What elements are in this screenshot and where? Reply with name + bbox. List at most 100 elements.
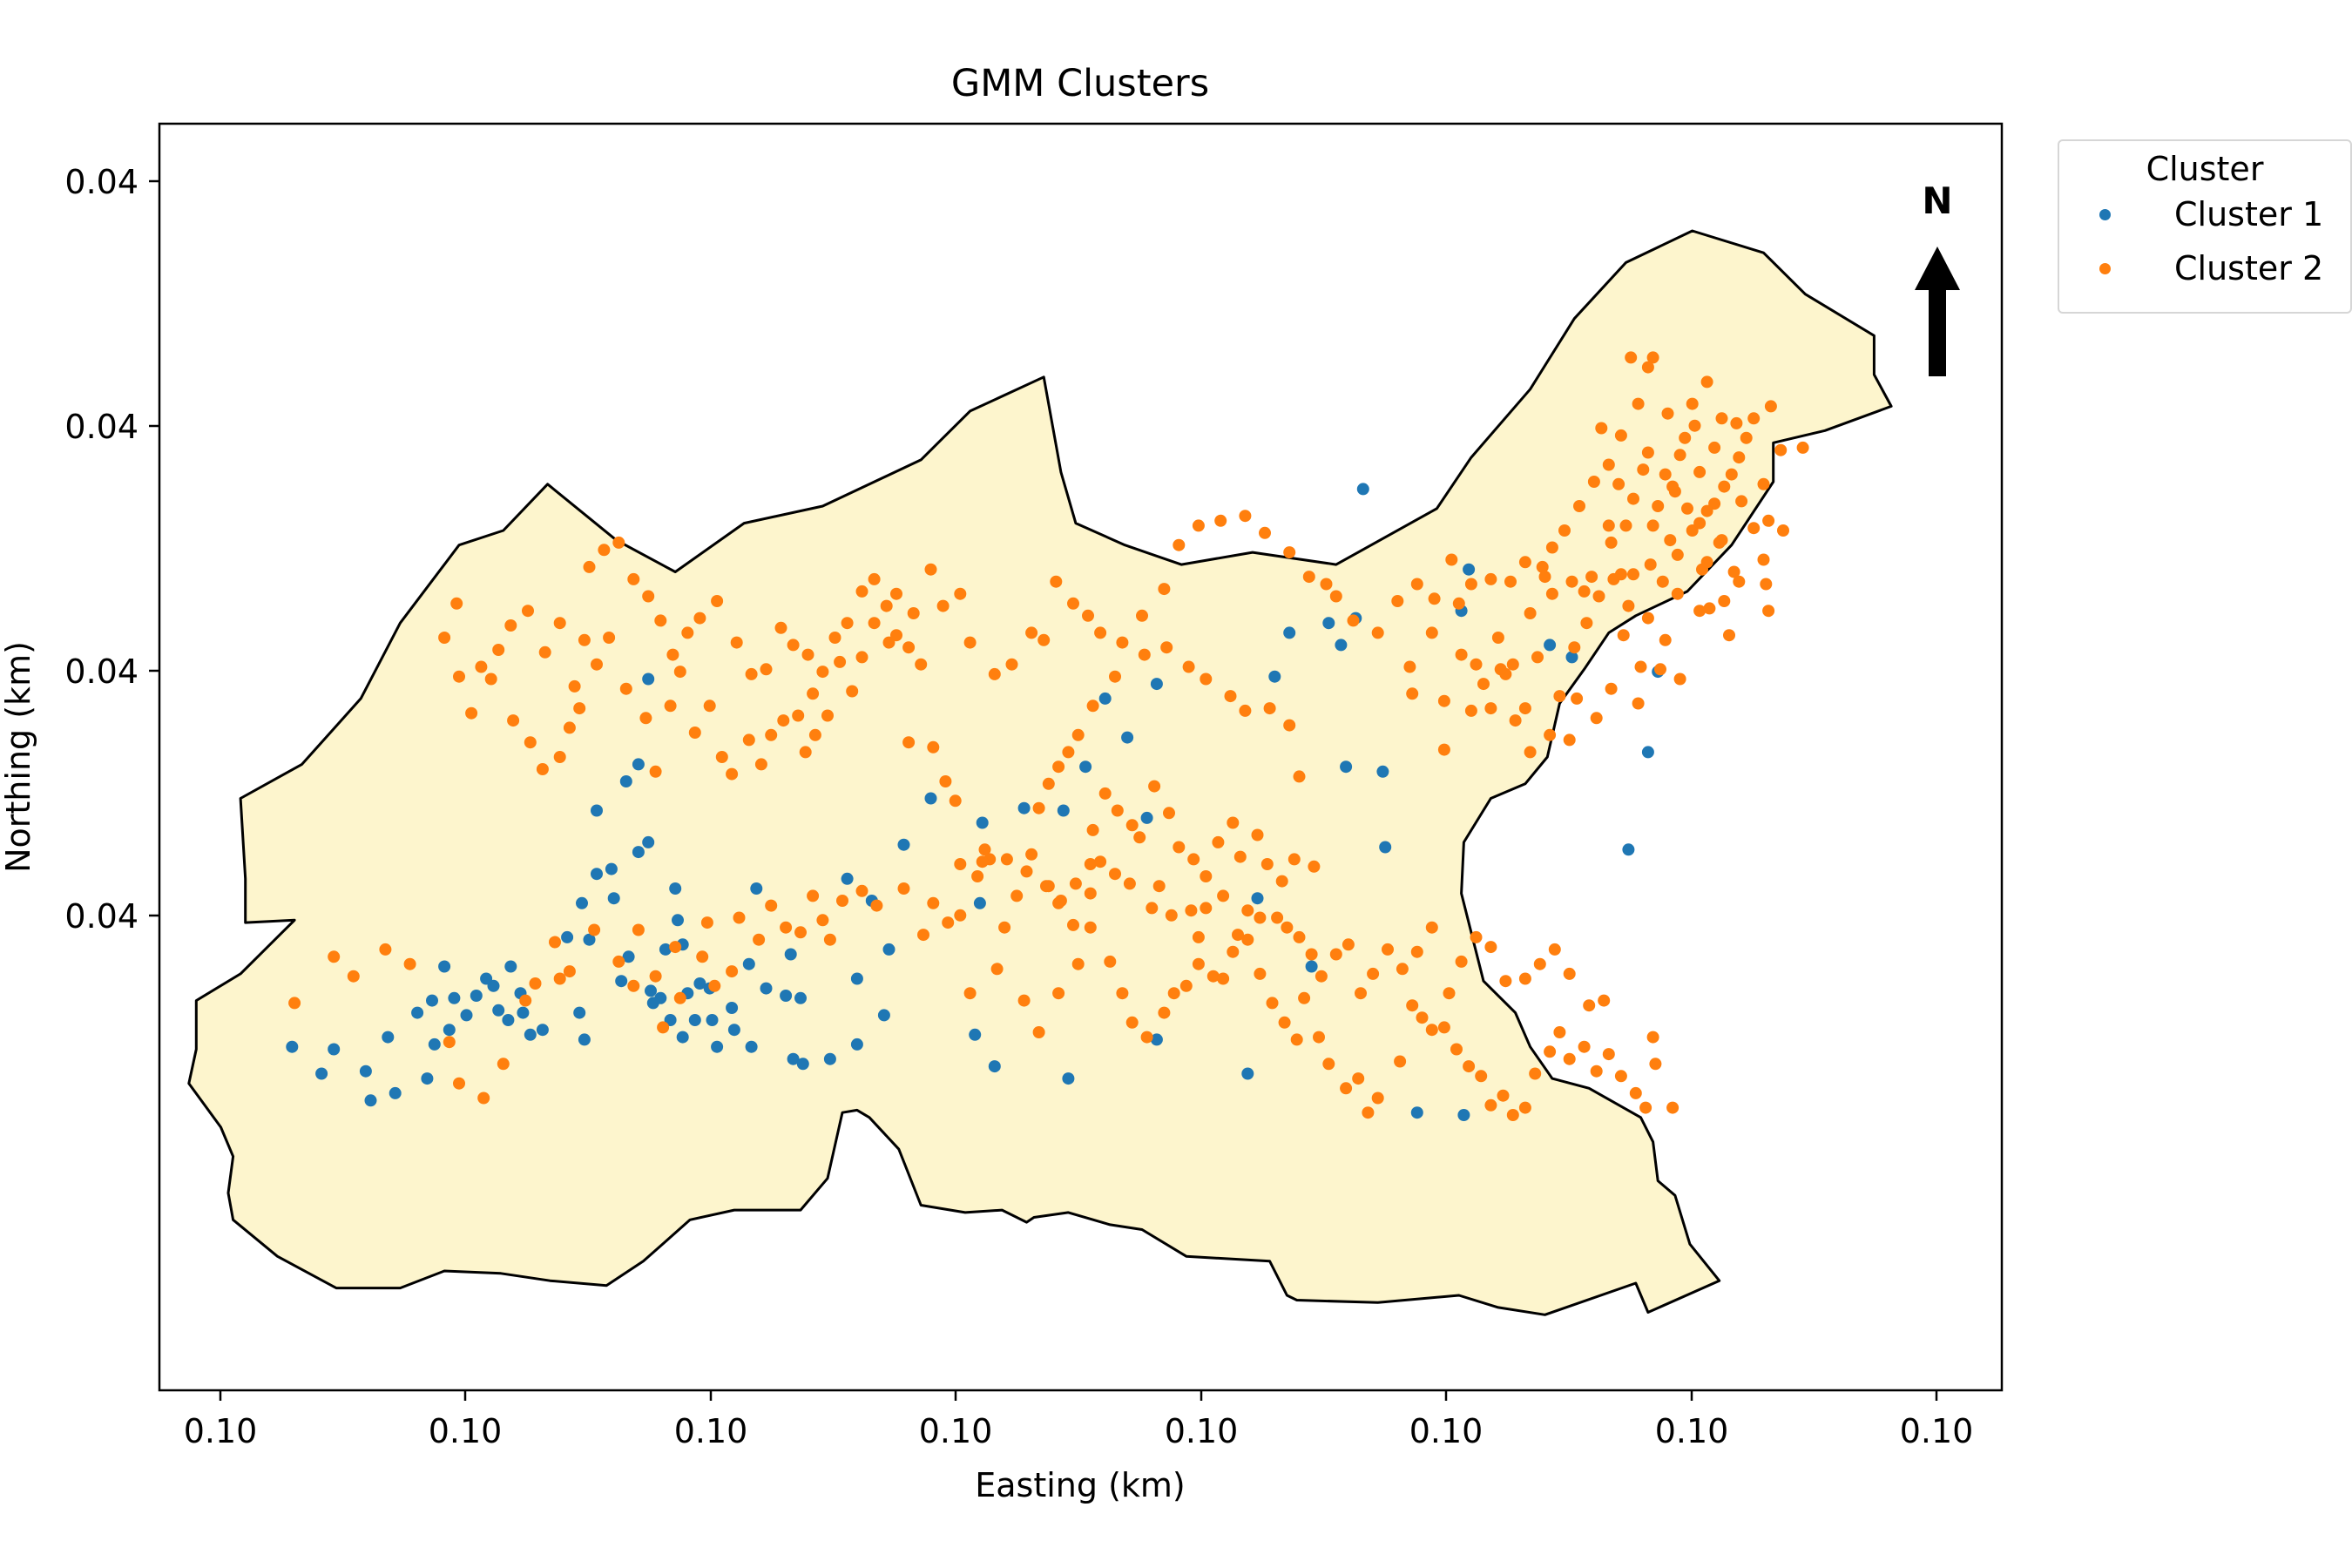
point-cluster-2	[1206, 970, 1220, 983]
y-tick-label: 0.04	[64, 163, 139, 201]
point-cluster-2	[379, 943, 392, 956]
point-cluster-2	[1362, 1106, 1375, 1119]
point-cluster-2	[787, 639, 800, 652]
x-axis-ticks: 0.10 0.10 0.10 0.10 0.10 0.10 0.10 0.10	[184, 1390, 1973, 1450]
point-cluster-1	[780, 990, 793, 1002]
point-cluster-1	[286, 1040, 299, 1053]
point-cluster-2	[1499, 975, 1512, 988]
point-cluster-2	[465, 706, 478, 720]
point-cluster-2	[347, 970, 360, 983]
point-cluster-1	[605, 862, 618, 875]
point-cluster-2	[1138, 648, 1151, 661]
point-cluster-2	[507, 714, 520, 727]
point-cluster-2	[711, 595, 724, 607]
point-cluster-2	[936, 599, 950, 612]
point-cluster-2	[519, 994, 532, 1007]
point-cluster-2	[1718, 480, 1731, 493]
point-cluster-2	[1084, 921, 1097, 934]
point-cluster-2	[1686, 397, 1699, 410]
point-cluster-2	[1718, 595, 1731, 607]
point-cluster-2	[1531, 651, 1544, 664]
point-cluster-2	[619, 682, 632, 695]
point-cluster-2	[1693, 605, 1707, 618]
point-cluster-2	[855, 884, 868, 897]
point-cluster-1	[841, 872, 854, 885]
point-cluster-2	[1104, 955, 1117, 968]
point-cluster-2	[1152, 880, 1166, 893]
north-arrow: N	[1915, 179, 1960, 376]
point-cluster-2	[1518, 702, 1531, 715]
point-cluster-2	[598, 544, 611, 557]
point-cluster-2	[1762, 514, 1775, 527]
point-cluster-2	[1116, 636, 1129, 649]
point-cluster-2	[642, 590, 655, 603]
point-cluster-2	[1410, 945, 1423, 958]
point-cluster-2	[954, 858, 967, 870]
legend-marker-cluster-2	[2099, 263, 2111, 274]
point-cluster-2	[1283, 546, 1296, 559]
point-cluster-2	[700, 916, 713, 929]
point-cluster-2	[578, 633, 591, 646]
point-cluster-2	[907, 607, 920, 619]
point-cluster-1	[784, 948, 797, 961]
point-cluster-2	[1224, 690, 1237, 703]
chart-title: GMM Clusters	[951, 62, 1209, 105]
point-cluster-2	[1425, 921, 1438, 934]
y-tick-label: 0.04	[64, 408, 139, 446]
point-cluster-1	[470, 990, 483, 1002]
point-cluster-2	[1443, 987, 1456, 1000]
point-cluster-2	[1747, 522, 1761, 535]
point-cluster-2	[1352, 1072, 1365, 1085]
point-cluster-2	[1619, 519, 1632, 532]
point-cluster-2	[1715, 412, 1728, 425]
point-cluster-2	[808, 728, 821, 741]
point-cluster-2	[1563, 733, 1576, 747]
point-cluster-1	[619, 775, 632, 787]
point-cluster-2	[1639, 1101, 1652, 1114]
point-cluster-2	[924, 563, 937, 576]
point-cluster-2	[627, 572, 640, 585]
point-cluster-1	[706, 1014, 719, 1026]
point-cluster-2	[1241, 933, 1254, 946]
point-cluster-2	[807, 889, 820, 902]
x-tick-label: 0.10	[184, 1412, 258, 1450]
x-tick-label: 0.10	[674, 1412, 748, 1450]
point-cluster-2	[1538, 571, 1551, 584]
point-cluster-2	[1491, 632, 1504, 644]
point-cluster-2	[696, 950, 709, 963]
point-cluster-2	[1227, 945, 1240, 958]
x-tick-label: 0.10	[429, 1412, 503, 1450]
point-cluster-2	[1536, 560, 1549, 573]
point-cluster-2	[1158, 583, 1171, 596]
point-cluster-1	[924, 792, 937, 805]
point-cluster-2	[1347, 614, 1360, 627]
point-cluster-2	[726, 767, 739, 781]
point-cluster-2	[1652, 500, 1665, 512]
point-cluster-1	[1079, 760, 1092, 774]
point-cluster-2	[591, 658, 603, 671]
point-cluster-1	[787, 1052, 800, 1065]
point-cluster-2	[654, 614, 667, 627]
point-cluster-2	[403, 957, 416, 970]
point-cluster-1	[742, 957, 755, 970]
point-cluster-2	[834, 655, 847, 668]
point-cluster-2	[1146, 902, 1159, 915]
point-cluster-2	[1254, 967, 1267, 980]
point-cluster-2	[1251, 828, 1264, 841]
point-cluster-2	[1762, 605, 1775, 618]
point-cluster-2	[846, 685, 859, 698]
point-cluster-2	[1568, 641, 1581, 654]
point-cluster-1	[438, 960, 451, 973]
point-cluster-2	[1052, 987, 1065, 1000]
point-cluster-2	[1071, 728, 1085, 741]
point-cluster-2	[730, 636, 743, 649]
point-cluster-2	[666, 648, 679, 661]
point-cluster-2	[1406, 999, 1419, 1012]
point-cluster-2	[1125, 1016, 1139, 1029]
point-cluster-2	[1563, 1052, 1576, 1065]
point-cluster-2	[1506, 658, 1519, 671]
point-cluster-1	[693, 977, 706, 990]
point-cluster-1	[1062, 1072, 1075, 1085]
point-cluster-1	[1140, 811, 1153, 824]
point-cluster-2	[1673, 449, 1686, 462]
